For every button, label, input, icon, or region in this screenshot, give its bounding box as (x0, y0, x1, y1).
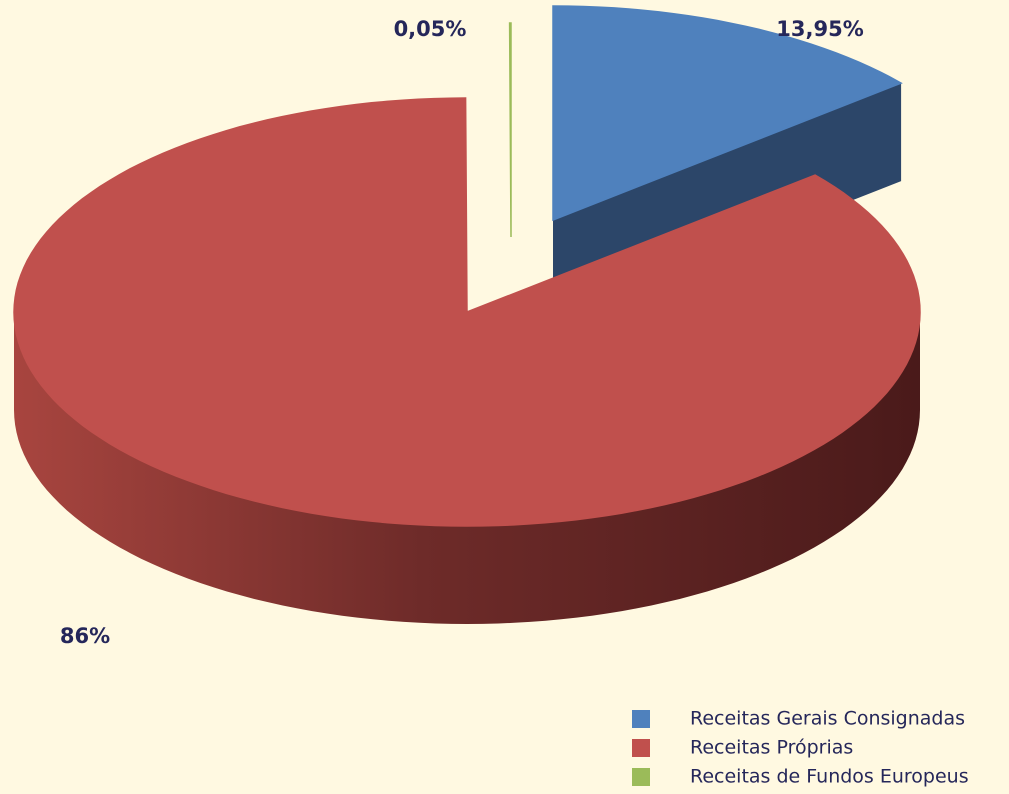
slice (552, 5, 903, 222)
slice (13, 97, 921, 527)
data-label: 13,95% (776, 17, 863, 41)
data-label: 0,05% (394, 17, 467, 41)
legend-label: Receitas Próprias (690, 737, 853, 759)
legend-swatch (632, 710, 650, 728)
legend-swatch (632, 768, 650, 786)
slice-side (14, 312, 920, 624)
legend-label: Receitas de Fundos Europeus (690, 766, 969, 788)
legend-label: Receitas Gerais Consignadas (690, 708, 965, 730)
slice (508, 22, 512, 238)
data-label: 86% (60, 624, 110, 648)
legend-swatch (632, 739, 650, 757)
